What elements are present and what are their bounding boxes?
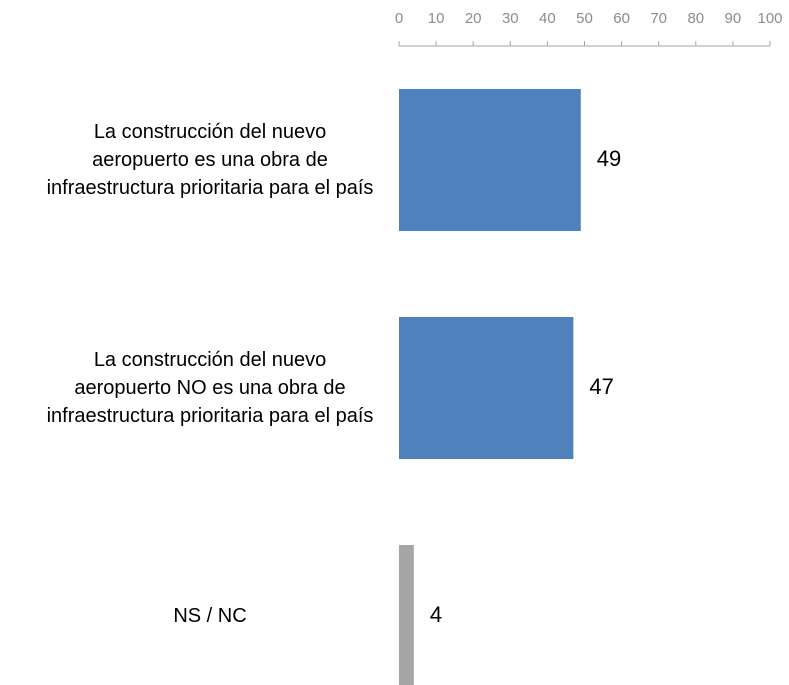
- x-tick-label: 60: [613, 10, 630, 27]
- value-label: 4: [430, 602, 442, 627]
- bar: [399, 545, 414, 685]
- x-tick-label: 100: [757, 10, 782, 27]
- x-tick-label: 70: [650, 10, 667, 27]
- x-tick-label: 0: [395, 10, 403, 27]
- x-tick-label: 30: [502, 10, 519, 27]
- x-tick-label: 80: [687, 10, 704, 27]
- x-tick-label: 90: [725, 10, 742, 27]
- x-tick-label: 40: [539, 10, 556, 27]
- bar: [399, 89, 581, 231]
- category-label: La construcción del nuevo aeropuerto NO …: [46, 349, 374, 427]
- value-label: 49: [597, 146, 621, 171]
- x-tick-label: 50: [576, 10, 593, 27]
- bar: [399, 317, 574, 459]
- value-label: 47: [589, 374, 613, 399]
- category-label: NS / NC: [173, 605, 247, 627]
- x-tick-label: 20: [465, 10, 482, 27]
- category-label: La construcción del nuevo aeropuerto es …: [46, 121, 374, 199]
- x-tick-label: 10: [428, 10, 445, 27]
